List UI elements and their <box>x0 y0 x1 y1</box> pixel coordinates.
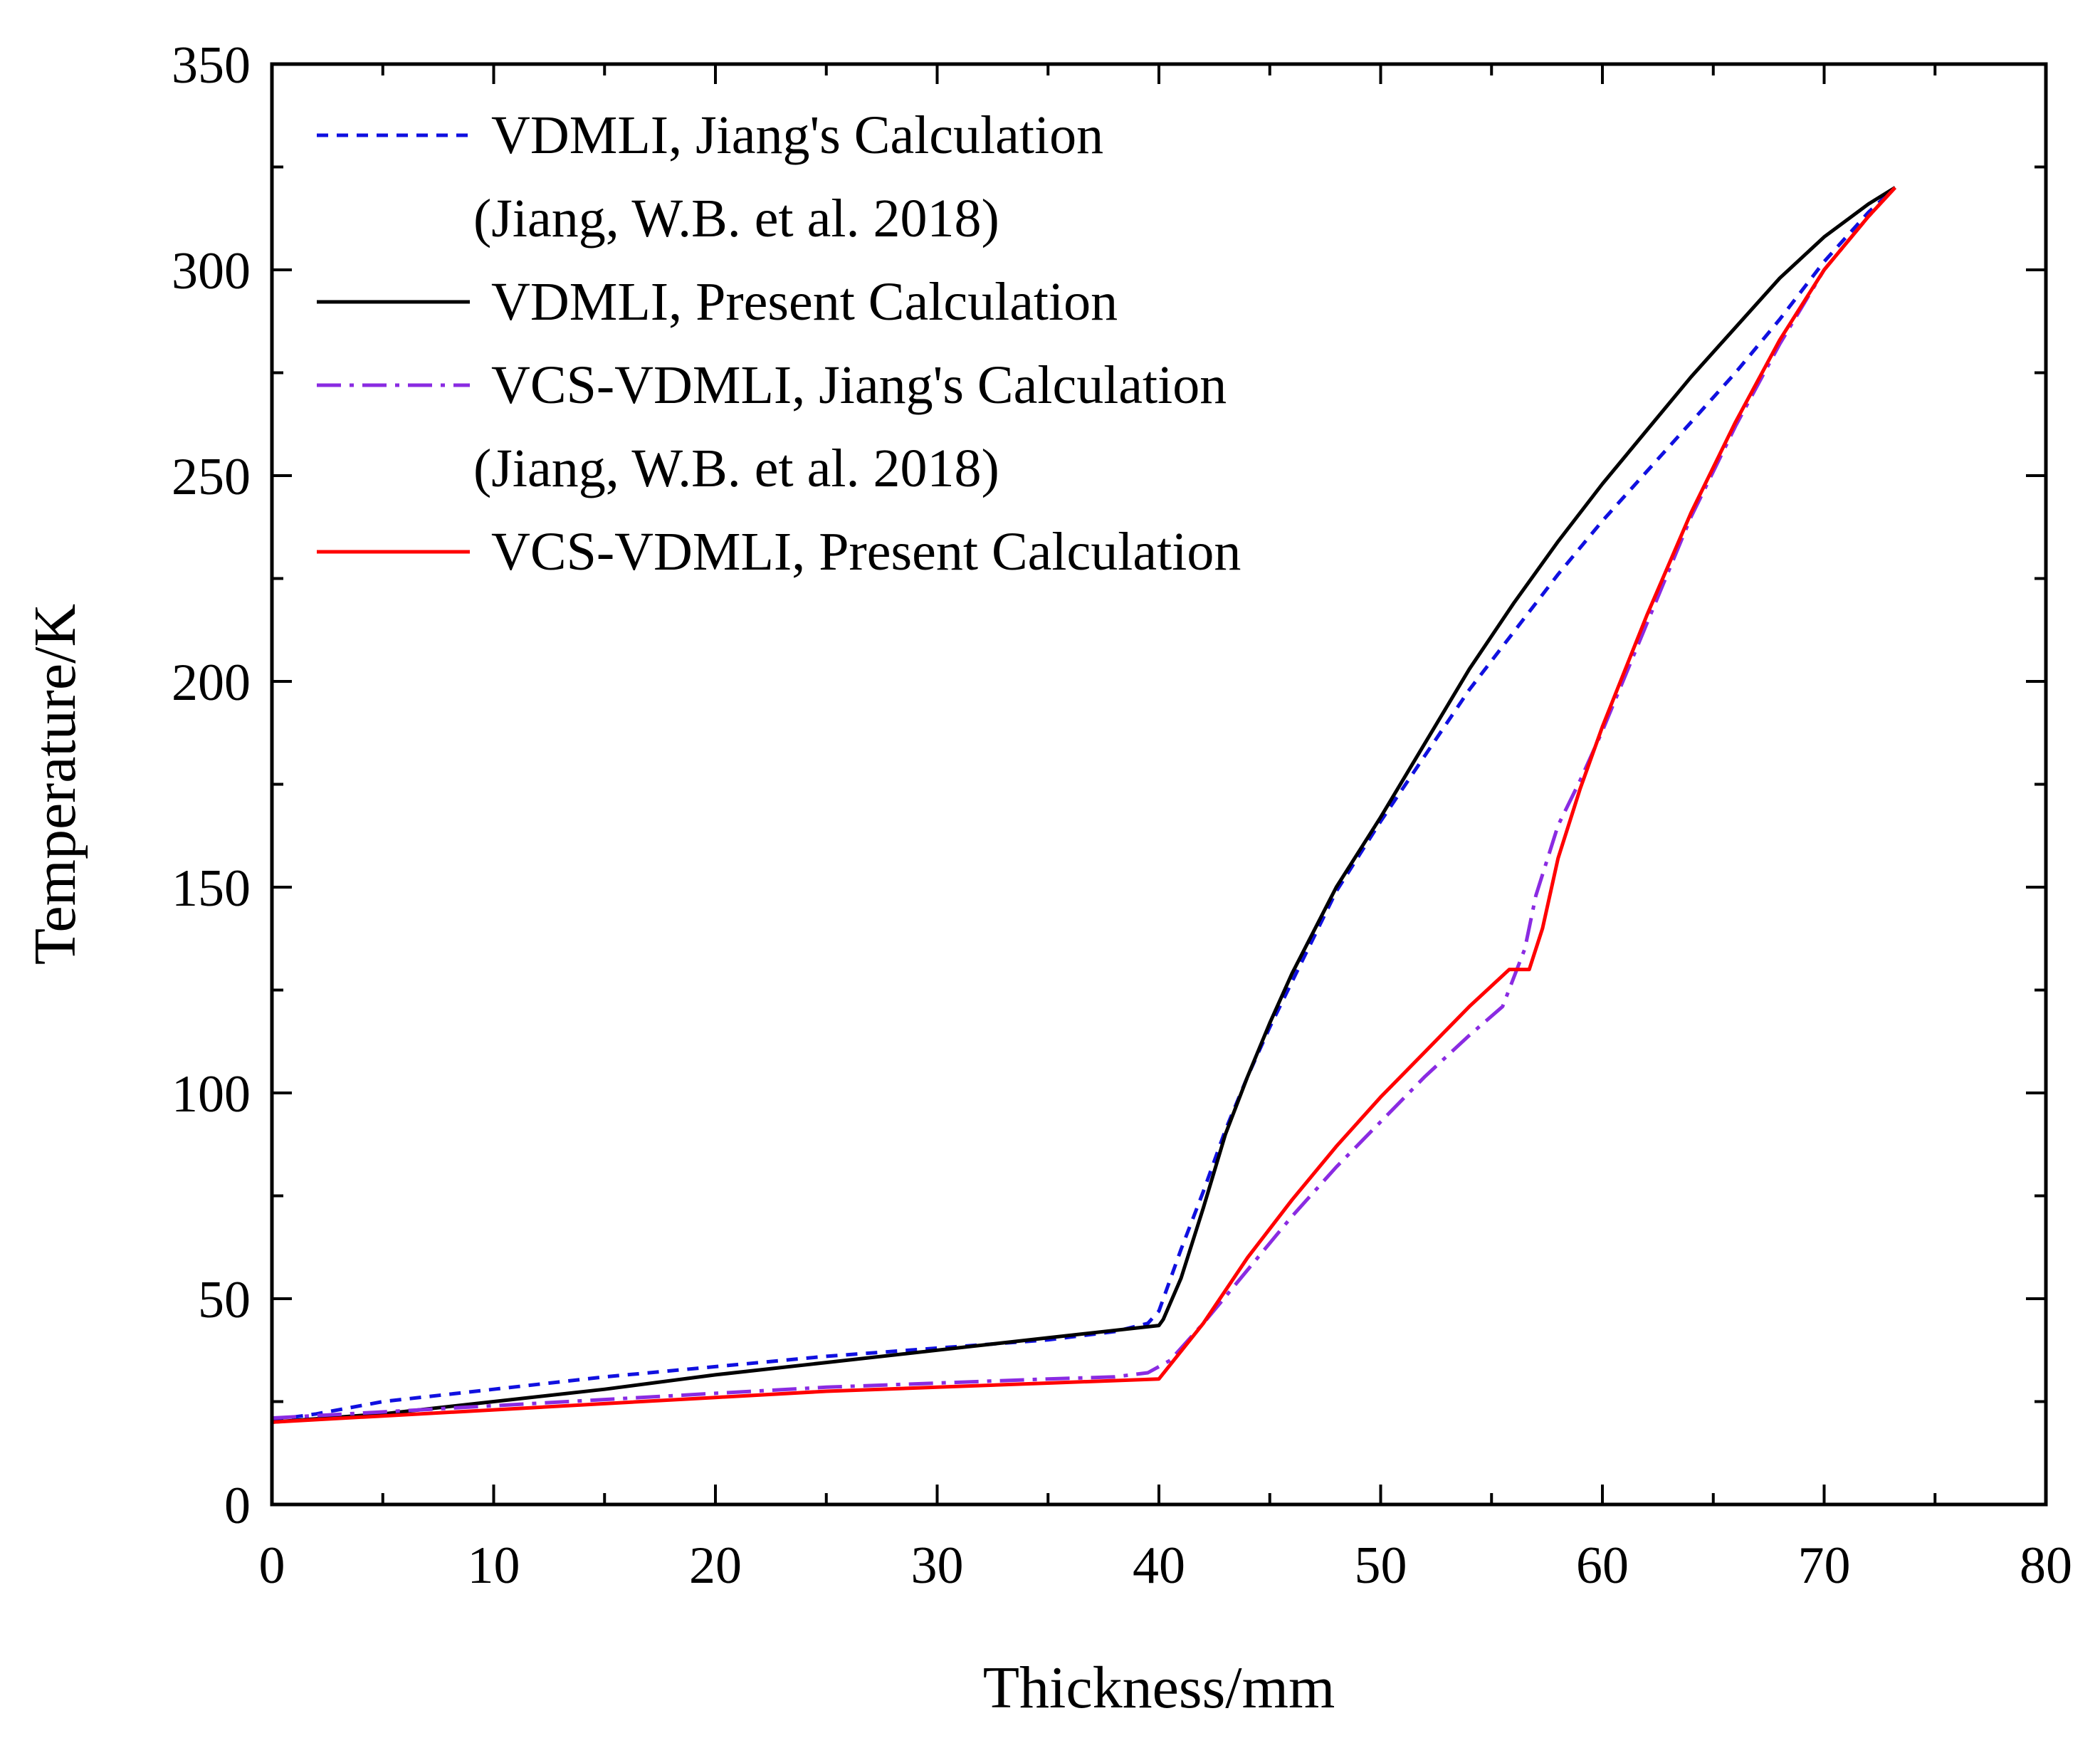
x-tick-label: 20 <box>689 1537 742 1595</box>
y-tick-label: 50 <box>198 1271 251 1329</box>
x-tick-label: 30 <box>911 1537 964 1595</box>
x-tick-label: 70 <box>1798 1537 1851 1595</box>
y-tick-label: 250 <box>172 448 251 506</box>
legend-label-2: VDMLI, Present Calculation <box>491 272 1118 332</box>
legend-label-1-line2: (Jiang, W.B. et al. 2018) <box>473 189 999 248</box>
legend: VDMLI, Jiang's Calculation (Jiang, W.B. e… <box>317 105 1241 582</box>
legend-label-3: VCS-VDMLI, Jiang's Calculation <box>491 355 1227 415</box>
y-axis-title: Temperature/K <box>22 604 88 965</box>
x-tick-label: 0 <box>259 1537 285 1595</box>
y-tick-label: 0 <box>224 1477 251 1535</box>
y-tick-label: 350 <box>172 36 251 95</box>
x-tick-label: 40 <box>1133 1537 1185 1595</box>
x-tick-label: 10 <box>468 1537 520 1595</box>
y-tick-label: 100 <box>172 1065 251 1124</box>
x-axis-title: Thickness/mm <box>983 1655 1335 1721</box>
y-tick-label: 150 <box>172 859 251 918</box>
series-line-2 <box>271 186 1896 1424</box>
legend-label-4: VCS-VDMLI, Present Calculation <box>491 522 1241 582</box>
x-tick-label: 50 <box>1355 1537 1407 1595</box>
x-tick-label: 60 <box>1576 1537 1629 1595</box>
plot-frame <box>270 62 2048 1507</box>
series-layer <box>271 186 1897 1424</box>
legend-label-3-line2: (Jiang, W.B. et al. 2018) <box>473 439 999 498</box>
y-tick-label: 300 <box>172 242 251 300</box>
legend-label-1: VDMLI, Jiang's Calculation <box>491 105 1103 165</box>
y-tick-label: 200 <box>172 654 251 712</box>
x-tick-label: 80 <box>2020 1537 2072 1595</box>
ticks-layer: 0 10 20 30 40 50 60 70 80 0 50 100 150 200 250 300 350 <box>172 36 2072 1595</box>
series-line-4 <box>271 186 1897 1424</box>
